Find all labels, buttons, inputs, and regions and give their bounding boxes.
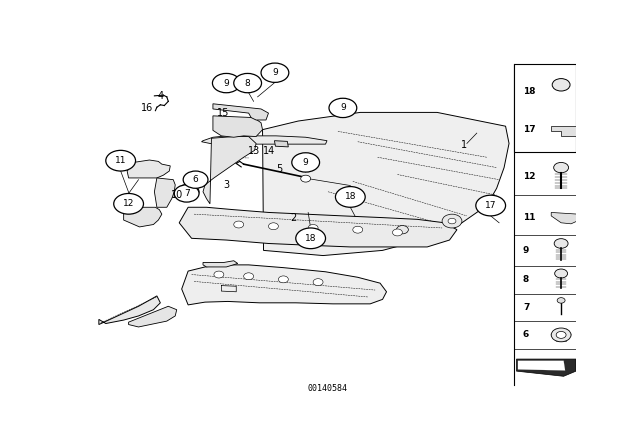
Polygon shape bbox=[124, 207, 162, 227]
Circle shape bbox=[554, 163, 568, 173]
Polygon shape bbox=[213, 104, 269, 120]
Polygon shape bbox=[182, 265, 387, 305]
Polygon shape bbox=[127, 160, 170, 178]
Text: 7: 7 bbox=[184, 189, 189, 198]
Circle shape bbox=[448, 218, 456, 224]
Text: 17: 17 bbox=[485, 201, 497, 210]
Circle shape bbox=[234, 221, 244, 228]
Polygon shape bbox=[262, 112, 509, 255]
Circle shape bbox=[177, 184, 199, 199]
Circle shape bbox=[313, 279, 323, 285]
Circle shape bbox=[329, 98, 356, 117]
Polygon shape bbox=[202, 136, 327, 144]
Text: 10: 10 bbox=[171, 190, 183, 199]
Circle shape bbox=[557, 297, 565, 303]
Polygon shape bbox=[154, 178, 175, 207]
Text: 14: 14 bbox=[263, 146, 276, 156]
Circle shape bbox=[269, 223, 278, 230]
Circle shape bbox=[392, 229, 403, 236]
Circle shape bbox=[106, 151, 136, 171]
Text: 11: 11 bbox=[115, 156, 127, 165]
Text: 16: 16 bbox=[141, 103, 153, 113]
Text: 18: 18 bbox=[523, 87, 536, 96]
Text: 6: 6 bbox=[523, 331, 529, 340]
Circle shape bbox=[234, 73, 262, 93]
Text: 12: 12 bbox=[523, 172, 536, 181]
Text: 8: 8 bbox=[523, 275, 529, 284]
Text: 6: 6 bbox=[193, 175, 198, 184]
Text: 9: 9 bbox=[223, 78, 229, 87]
Text: 00140584: 00140584 bbox=[308, 384, 348, 393]
Circle shape bbox=[212, 73, 240, 93]
Text: 12: 12 bbox=[123, 199, 134, 208]
Polygon shape bbox=[518, 361, 565, 370]
Text: 9: 9 bbox=[340, 103, 346, 112]
Text: 5: 5 bbox=[276, 164, 282, 174]
Circle shape bbox=[183, 171, 208, 188]
Text: 3: 3 bbox=[223, 180, 229, 190]
Text: 13: 13 bbox=[248, 146, 260, 156]
Polygon shape bbox=[129, 306, 177, 327]
Circle shape bbox=[214, 271, 224, 278]
Text: 18: 18 bbox=[344, 193, 356, 202]
Circle shape bbox=[552, 78, 570, 91]
Circle shape bbox=[556, 332, 566, 338]
Polygon shape bbox=[551, 126, 581, 136]
Circle shape bbox=[292, 153, 319, 172]
Polygon shape bbox=[213, 116, 262, 137]
Circle shape bbox=[555, 269, 568, 278]
Circle shape bbox=[396, 225, 408, 234]
Text: 9: 9 bbox=[523, 246, 529, 255]
Text: 15: 15 bbox=[217, 108, 229, 118]
Text: 8: 8 bbox=[244, 78, 250, 87]
Circle shape bbox=[174, 185, 199, 202]
Circle shape bbox=[551, 328, 571, 342]
Circle shape bbox=[184, 172, 206, 187]
Circle shape bbox=[278, 276, 288, 283]
Text: 17: 17 bbox=[523, 125, 536, 134]
Circle shape bbox=[479, 200, 495, 211]
Polygon shape bbox=[275, 141, 288, 147]
Text: 7: 7 bbox=[523, 303, 529, 312]
Circle shape bbox=[353, 226, 363, 233]
Text: 2: 2 bbox=[290, 213, 296, 223]
Circle shape bbox=[476, 195, 506, 216]
Circle shape bbox=[191, 177, 199, 182]
Circle shape bbox=[554, 239, 568, 248]
Circle shape bbox=[308, 224, 318, 232]
Circle shape bbox=[261, 63, 289, 82]
Text: 11: 11 bbox=[523, 213, 536, 222]
Polygon shape bbox=[99, 296, 161, 324]
Text: 4: 4 bbox=[157, 91, 163, 101]
Circle shape bbox=[114, 194, 143, 214]
Circle shape bbox=[301, 175, 310, 182]
Polygon shape bbox=[203, 261, 237, 267]
Circle shape bbox=[296, 228, 326, 249]
Text: 9: 9 bbox=[303, 158, 308, 167]
Circle shape bbox=[184, 189, 192, 194]
Text: 1: 1 bbox=[461, 140, 467, 150]
Text: 9: 9 bbox=[272, 68, 278, 77]
Polygon shape bbox=[203, 137, 256, 204]
Text: 18: 18 bbox=[305, 234, 316, 243]
Polygon shape bbox=[516, 359, 576, 376]
FancyBboxPatch shape bbox=[514, 64, 576, 152]
Polygon shape bbox=[179, 207, 457, 247]
Circle shape bbox=[244, 273, 253, 280]
Polygon shape bbox=[551, 212, 581, 224]
Circle shape bbox=[335, 186, 365, 207]
Circle shape bbox=[442, 214, 462, 228]
